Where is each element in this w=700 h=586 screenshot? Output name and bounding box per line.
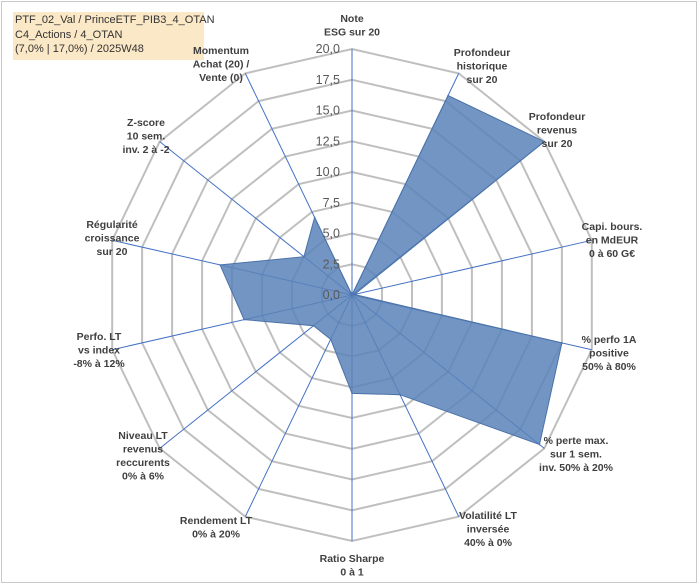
- title-line-1: PTF_02_Val / PrinceETF_PIB3_4_OTAN: [15, 14, 215, 26]
- axis-label-7: Volatilité LT inversée 40% à 0%: [459, 510, 518, 549]
- data-point-14: [313, 216, 316, 219]
- chart-title-box: PTF_02_Val / PrinceETF_PIB3_4_OTAN C4_Ac…: [13, 12, 215, 60]
- axis-label-5: % perfo 1A positive 50% à 80%: [582, 334, 637, 373]
- tick-label: 15,0: [316, 104, 340, 118]
- data-point-8: [351, 392, 353, 395]
- data-point-9: [329, 338, 332, 341]
- axis-label-9: Rendement LT 0% à 20%: [180, 515, 253, 541]
- tick-label: 20,0: [316, 42, 340, 56]
- axis-label-14: Momentum Achat (20) / Vente (0): [193, 45, 250, 84]
- axis-label-2: Profondeur historique sur 20: [454, 47, 511, 86]
- tick-label: 7,5: [323, 196, 340, 210]
- axis-label-8: Ratio Sharpe 0 à 1: [320, 553, 385, 579]
- axis-label-3: Profondeur revenus sur 20: [529, 111, 586, 150]
- tick-label: 12,5: [316, 134, 340, 148]
- data-point-13: [303, 255, 305, 258]
- title-line-2: C4_Actions / 4_OTAN: [15, 28, 123, 41]
- data-point-1: [351, 294, 353, 296]
- tick-label: 0,0: [323, 288, 340, 302]
- data-point-12: [219, 264, 221, 266]
- axis-label-1: Note ESG sur 20: [324, 13, 380, 39]
- series-area-1: [219, 94, 563, 446]
- title-line-3: (7,0% | 17,0%) / 2025W48: [15, 43, 144, 55]
- axis-label-4: Capi. bours. en MdEUR 0 à 60 G€: [582, 221, 643, 260]
- axis-label-6: % perte max. sur 1 sem. inv. 50% à 20%: [539, 435, 614, 474]
- data-point-10: [312, 324, 315, 327]
- data-point-5: [561, 342, 563, 344]
- data-point-4: [353, 293, 356, 296]
- tick-label: 5,0: [323, 227, 340, 241]
- tick-label: 2,5: [323, 257, 340, 271]
- data-point-3: [543, 140, 546, 143]
- axis-label-10: Niveau LT revenus reccurents 0% à 6%: [116, 430, 170, 483]
- axis-spoke-4: [351, 239, 592, 296]
- tick-label: 10,0: [316, 165, 340, 179]
- data-point-2: [447, 94, 449, 97]
- axis-label-12: Régularité croissance sur 20: [85, 219, 140, 258]
- data-point-7: [399, 393, 401, 396]
- tick-label: 17,5: [316, 73, 340, 87]
- data-point-11: [243, 318, 245, 321]
- data-point-6: [538, 443, 541, 446]
- axis-label-13: Z-score 10 sem. inv. 2 à -2: [122, 117, 169, 156]
- axis-label-11: Perfo. LT vs index -8% à 12%: [73, 331, 125, 370]
